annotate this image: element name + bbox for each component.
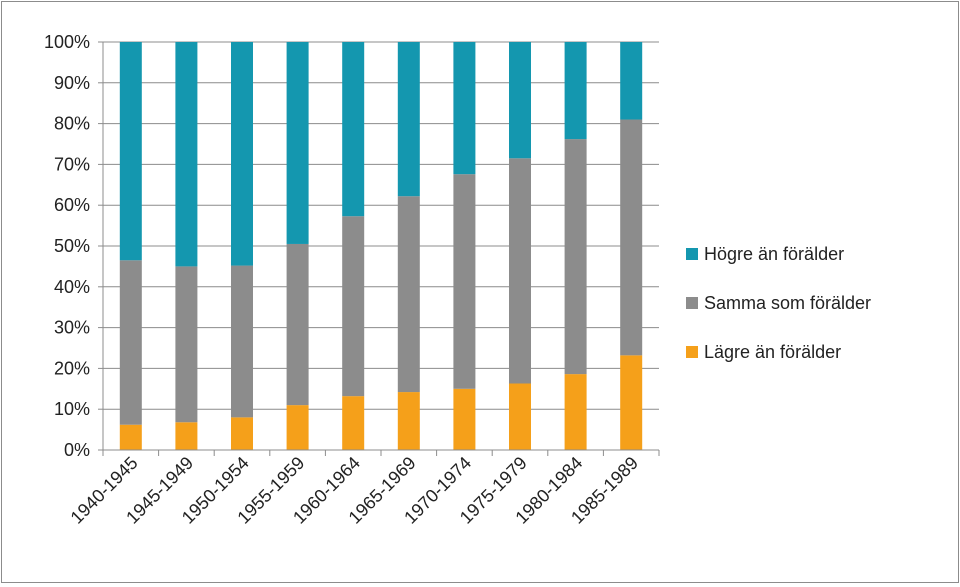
bar-segment <box>175 422 198 450</box>
x-tick-labels: 1940-19451945-19491950-19541955-19591960… <box>67 453 642 528</box>
bar-segment <box>453 388 476 450</box>
bar-segment <box>286 405 309 450</box>
y-tick-labels: 0% 10% 20% 30% 40% 50% 60% 70% 80% 90% 100% <box>44 32 90 460</box>
bar-segment <box>397 392 420 450</box>
bar-segment <box>231 417 253 450</box>
bar-segment <box>119 42 142 261</box>
legend-item: Samma som förälder <box>686 293 871 313</box>
bar-segment <box>119 424 142 450</box>
bar-segment <box>342 396 365 450</box>
y-tick-label: 90% <box>54 73 90 93</box>
y-tick-label: 50% <box>54 236 90 256</box>
bar-segment <box>231 42 253 266</box>
bar-segment <box>453 42 476 175</box>
bar-segment <box>509 42 531 159</box>
legend-label: Lägre än förälder <box>704 342 841 362</box>
bar-segment <box>286 243 309 406</box>
bar-segment <box>509 383 531 450</box>
y-tick-label: 20% <box>54 358 90 378</box>
y-tick-label: 10% <box>54 399 90 419</box>
bar-segment <box>453 174 476 389</box>
bars <box>119 42 643 450</box>
bar-segment <box>397 196 420 393</box>
bar-segment <box>620 355 643 450</box>
bar-segment <box>564 42 587 140</box>
y-tick-label: 40% <box>54 277 90 297</box>
axes <box>98 41 660 456</box>
bar-segment <box>231 265 253 418</box>
y-tick-label: 60% <box>54 195 90 215</box>
y-tick-label: 80% <box>54 114 90 134</box>
bar-segment <box>342 216 365 397</box>
y-tick-label: 70% <box>54 154 90 174</box>
bar-segment <box>342 42 365 217</box>
bar-segment <box>564 139 587 375</box>
legend: Högre än förälder Samma som förälder Lägre… <box>686 244 871 362</box>
legend-swatch <box>686 248 698 260</box>
bar-segment <box>175 42 198 267</box>
bar-segment <box>620 119 643 356</box>
legend-swatch <box>686 297 698 309</box>
bar-segment <box>119 260 142 425</box>
bar-segment <box>397 42 420 197</box>
legend-item: Högre än förälder <box>686 244 844 264</box>
legend-label: Högre än förälder <box>704 244 844 264</box>
y-tick-label: 0% <box>64 440 90 460</box>
legend-swatch <box>686 346 698 358</box>
y-tick-label: 30% <box>54 318 90 338</box>
legend-item: Lägre än förälder <box>686 342 841 362</box>
legend-label: Samma som förälder <box>704 293 871 313</box>
bar-segment <box>286 42 309 244</box>
bar-segment <box>564 374 587 450</box>
y-tick-label: 100% <box>44 32 90 52</box>
bar-segment <box>509 158 531 384</box>
bar-segment <box>175 266 198 423</box>
bar-segment <box>620 42 643 120</box>
